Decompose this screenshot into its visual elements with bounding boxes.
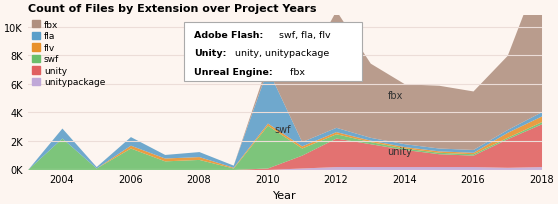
X-axis label: Year: Year (273, 190, 296, 200)
Text: unity: unity (387, 146, 412, 156)
Text: swf: swf (275, 125, 291, 135)
Text: fbx: fbx (287, 68, 305, 76)
Text: swf, fla, flv: swf, fla, flv (276, 31, 330, 40)
Text: Unity:: Unity: (194, 49, 226, 58)
Text: Adobe Flash:: Adobe Flash: (194, 31, 263, 40)
FancyBboxPatch shape (184, 23, 362, 81)
Text: unity, unitypackage: unity, unitypackage (232, 49, 329, 58)
Legend: fbx, fla, flv, swf, unity, unitypackage: fbx, fla, flv, swf, unity, unitypackage (32, 21, 105, 87)
Text: fbx: fbx (387, 91, 403, 101)
Text: Count of Files by Extension over Project Years: Count of Files by Extension over Project… (28, 4, 316, 14)
Text: fla: fla (275, 74, 286, 84)
Text: Unreal Engine:: Unreal Engine: (194, 68, 272, 76)
